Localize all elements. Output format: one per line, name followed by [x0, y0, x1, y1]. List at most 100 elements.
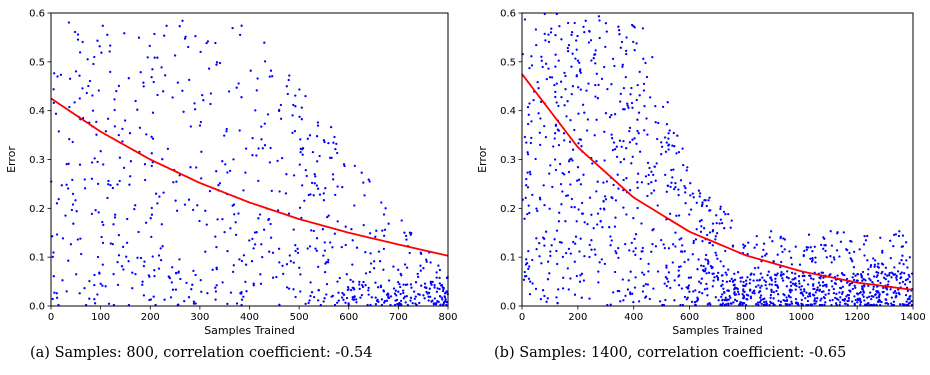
scatter-point: [142, 294, 146, 297]
scatter-point: [337, 291, 340, 294]
scatter-point: [69, 243, 73, 246]
scatter-point: [109, 242, 112, 245]
scatter-point: [143, 178, 147, 182]
scatter-point: [724, 298, 727, 302]
scatter-point: [856, 293, 860, 296]
scatter-point: [151, 68, 154, 71]
scatter-point: [650, 170, 653, 173]
scatter-point: [438, 287, 441, 291]
scatter-point: [779, 303, 782, 307]
scatter-point: [419, 264, 422, 267]
scatter-point: [889, 239, 892, 242]
scatter-point: [192, 269, 195, 273]
x-axis-ticks-b: 0 200 400 600 800 1000 1200 1400: [519, 306, 926, 323]
scatter-point: [746, 298, 749, 301]
scatter-point: [902, 262, 905, 266]
scatter-point: [578, 280, 582, 283]
scatter-point: [878, 293, 881, 296]
scatter-point: [427, 291, 431, 294]
scatter-point: [376, 298, 379, 301]
scatter-point: [851, 287, 855, 291]
scatter-point: [809, 303, 812, 306]
scatter-point: [822, 276, 825, 279]
scatter-point: [908, 280, 912, 284]
scatter-point: [809, 274, 812, 277]
scatter-point: [592, 57, 595, 60]
scatter-point: [703, 198, 706, 202]
scatter-point: [798, 282, 801, 285]
scatter-point: [299, 147, 302, 150]
scatter-point: [818, 276, 821, 279]
scatter-point: [374, 235, 377, 238]
scatter-point: [782, 273, 785, 276]
scatter-point: [657, 121, 660, 125]
scatter-point: [263, 60, 267, 63]
scatter-point: [534, 287, 538, 291]
scatter-point: [547, 33, 550, 36]
scatter-point: [752, 279, 755, 282]
scatter-point: [861, 279, 864, 282]
x-axis-label-b: Samples Trained: [672, 324, 763, 337]
scatter-point: [435, 271, 438, 274]
scatter-point: [706, 294, 709, 297]
scatter-point: [292, 261, 295, 264]
scatter-point: [788, 303, 792, 306]
scatter-point: [74, 70, 78, 73]
scatter-point: [223, 134, 226, 137]
scatter-point: [570, 205, 573, 209]
scatter-point: [656, 270, 660, 273]
scatter-point: [664, 173, 667, 177]
scatter-point: [256, 77, 259, 80]
scatter-point: [634, 233, 638, 236]
scatter-point: [333, 135, 336, 139]
scatter-point: [876, 300, 880, 303]
scatter-point: [908, 275, 911, 278]
scatter-point: [232, 158, 235, 161]
scatter-point: [644, 61, 647, 65]
scatter-point: [536, 209, 539, 213]
y-tick-label: 0.0: [500, 302, 516, 313]
scatter-point: [253, 243, 257, 246]
scatter-point: [586, 222, 589, 226]
scatter-point: [555, 249, 558, 253]
scatter-point: [395, 294, 398, 297]
scatter-point: [814, 291, 817, 294]
scatter-point: [259, 273, 262, 276]
scatter-point: [631, 292, 634, 295]
scatter-point: [809, 246, 812, 249]
scatter-point: [622, 108, 625, 111]
scatter-point: [166, 147, 170, 151]
scatter-point: [88, 297, 91, 300]
scatter-point: [779, 300, 783, 303]
scatter-point: [51, 235, 54, 238]
scatter-point: [195, 166, 198, 169]
scatter-point: [700, 204, 704, 208]
scatter-point: [121, 140, 124, 143]
scatter-point: [862, 295, 865, 298]
scatter-point: [776, 293, 780, 296]
scatter-point: [541, 289, 545, 292]
scatter-point: [856, 273, 859, 276]
scatter-point: [732, 301, 735, 304]
scatter-point: [898, 262, 901, 265]
scatter-point: [571, 85, 575, 88]
scatter-point: [129, 175, 132, 178]
scatter-point: [625, 177, 628, 180]
scatter-point: [644, 295, 648, 298]
scatter-point: [322, 300, 325, 303]
scatter-point: [377, 250, 381, 253]
scatter-point: [531, 193, 534, 197]
y-tick-label: 0.6: [500, 9, 516, 20]
scatter-point: [232, 203, 236, 206]
scatter-point: [267, 217, 271, 221]
scatter-point: [153, 274, 156, 278]
scatter-point: [760, 302, 763, 306]
scatter-point: [692, 290, 695, 293]
scatter-point: [743, 290, 746, 293]
scatter-point: [358, 287, 361, 291]
scatter-point: [595, 72, 598, 75]
scatter-point: [382, 234, 386, 237]
scatter-point: [121, 245, 125, 249]
scatter-point: [258, 213, 262, 216]
scatter-point: [127, 260, 130, 263]
